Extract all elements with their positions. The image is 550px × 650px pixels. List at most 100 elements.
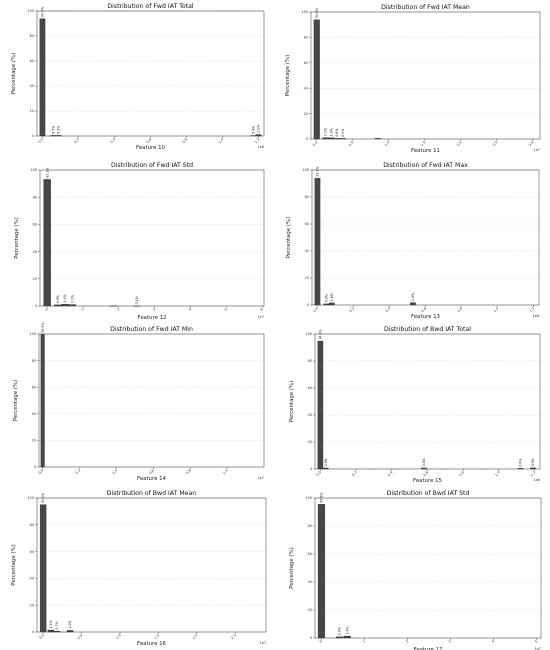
chart-4-xtick-label: 1.2 [529,306,536,313]
chart-5-bar-label: 99.9% [41,322,45,332]
chart-8-xtick-label: 2 [405,639,409,643]
chart-4-bar [410,302,416,306]
chart-6-bar-label: 0.6% [518,459,522,467]
chart-8-ytick-label: 20 [308,608,312,612]
chart-2-bar-label: 0.6% [335,129,339,137]
chart-6-x-offset-label: 1e8 [534,478,540,482]
chart-5-xtick-label: 1.0 [222,468,229,475]
chart-1-x-offset-label: 1e8 [258,145,264,149]
chart-svg-3: 0 20 40 60 80 100 93.1% 0.9% 1.4% 1.1% 0.1% 0 1 2 3 4 5 6… [14,162,265,321]
chart-2-ytick-label: 100 [302,10,308,14]
chart-svg-1: 0 20 40 60 80 100 93.9% 0.5% 0.5% 0.4% 1.2% 0.0 0.2 0… [11,3,265,151]
chart-6-bar-label: 0.9% [531,458,535,466]
chart-4-xtick-label: 1.0 [493,306,500,313]
chart-6-xtick-label: 0.6 [423,470,430,477]
chart-3-bar-label: 0.1% [135,296,139,304]
chart-3-xlabel: Feature 12 [138,315,167,321]
chart-2-xtick-label: 1.5 [420,140,427,147]
chart-6-xlabel: Feature 15 [413,478,442,484]
chart-3-xtick-label: 1 [80,307,84,311]
chart-4-bar-label: 0.9% [325,294,329,302]
chart-7-ytick-label: 40 [30,577,34,581]
chart-4-xlabel: Feature 13 [411,314,440,320]
chart-3-ytick-label: 0 [35,304,37,308]
chart-svg-2: 0 20 40 60 80 100 94.0% 1.1% 1.0% 0.6% 0.5% 0.0 0.5 1… [285,4,541,154]
chart-5-xlabel: Feature 14 [137,476,167,482]
chart-4-ytick-label: 0 [307,303,309,307]
chart-3-bar-label: 93.1% [45,168,49,178]
chart-7-ytick-label: 80 [30,523,34,527]
chart-5-axes-frame [38,333,265,468]
chart-8-xtick-label: 0 [319,639,323,643]
chart-8-bar-label: 0.9% [338,627,342,635]
chart-svg-4: 0 20 40 60 80 100 93.9% 0.9% 1.6% 1.8% 0.0 0.2 0.4 0.… [286,162,540,320]
chart-6-title: Distribution of Bwd IAT Total [384,326,471,333]
chart-3-ytick-label: 100 [31,168,37,172]
chart-8-bar-label: 95.6% [320,493,324,503]
chart-2-xtick-label: 3.0 [528,140,535,147]
chart-2-axes-frame [310,11,541,140]
chart-panel-6: 0 20 40 60 80 100 94.8% 0.8% 0.8% 0.6% 0.9% 0.0 0.2 0… [275,325,550,488]
chart-3-bar [43,179,51,307]
chart-6-xtick-label: 0.8 [458,470,465,477]
chart-4-ytick-label: 40 [305,249,309,253]
chart-7-xlabel: Feature 16 [137,641,167,647]
chart-3-bar-label: 0.9% [56,295,60,303]
chart-7-bar-label: 1.2% [68,621,72,629]
chart-7-ytick-label: 100 [28,496,34,500]
chart-1-ylabel: Percentage (%) [11,53,17,94]
chart-3-ytick-label: 80 [33,195,37,199]
chart-5-title: Distribution of Fwd IAT Min [110,326,193,333]
chart-2-ylabel: Percentage (%) [285,55,291,96]
chart-8-ytick-label: 60 [308,552,312,556]
chart-1-ytick-label: 80 [30,34,34,38]
chart-3-xtick-label: 5 [224,307,228,311]
chart-6-bar-label: 0.8% [324,458,328,466]
chart-8-axes-frame [314,497,542,639]
chart-7-bar [47,629,55,633]
chart-panel-7: 0 20 40 60 80 100 95.1% 1.5% 0.7% 1.2% 0.0 0.5 1.0 1.… [0,488,275,650]
chart-8-xtick-label: 5 [534,639,538,643]
chart-1-xtick-label: 0.6 [146,137,153,144]
chart-4-x-offset-label: 1e8 [533,314,539,318]
chart-1-bar-label: 0.5% [51,126,55,134]
chart-4-ytick-label: 80 [305,195,309,199]
chart-7-bar-label: 1.5% [49,620,53,628]
chart-7-ytick-label: 0 [32,630,34,634]
chart-8-bar [317,504,326,639]
chart-4-xtick-label: 0.6 [421,306,428,313]
chart-8-bar-label: 1.4% [345,626,349,634]
chart-7-ytick-label: 60 [30,550,34,554]
chart-6-axes-frame [314,333,541,470]
chart-5-xtick-label: 0.2 [75,468,82,475]
chart-2-xtick-label: 0.0 [312,140,319,147]
chart-1-xlabel: Feature 10 [136,145,166,151]
chart-6-ytick-label: 0 [310,467,312,471]
chart-1-xtick-label: 0.8 [182,137,189,144]
chart-1-bar [39,18,46,137]
chart-1-bar-label: 0.5% [57,126,61,134]
chart-1-xtick-label: 0.4 [110,137,117,144]
chart-3-bar-label: 1.1% [70,295,74,303]
chart-4-xtick-label: 0.8 [457,306,464,313]
chart-1-xtick-label: 1.0 [218,137,225,144]
chart-8-ytick-label: 80 [308,524,312,528]
chart-panel-4: 0 20 40 60 80 100 93.9% 0.9% 1.6% 1.8% 0.0 0.2 0.4 0.… [275,160,550,325]
chart-8-x-offset-label: 1e7 [535,647,541,650]
chart-2-xtick-label: 2.5 [492,140,499,147]
chart-svg-5: 0 20 40 60 80 100 99.9% 0.0 0.2 0.4 0.6 0.8 1.0 1e7 Di… [13,322,265,482]
chart-7-xtick-label: 1.0 [115,633,122,640]
chart-7-ytick-label: 20 [30,603,34,607]
chart-svg-8: 0 20 40 60 80 100 95.6% 0.9% 1.4% 0 1 2 3 4 5 1e7 Distri… [289,490,542,650]
chart-5-ylabel: Percentage (%) [13,380,19,421]
chart-8-xtick-label: 1 [362,639,366,643]
chart-4-xtick-label: 0.0 [312,306,319,313]
chart-7-xtick-label: 1.5 [153,633,160,640]
chart-panel-3: 0 20 40 60 80 100 93.1% 0.9% 1.4% 1.1% 0.1% 0 1 2 3 4 5 6… [0,160,275,325]
chart-6-xtick-label: 0.0 [315,470,322,477]
chart-2-bar [313,19,320,140]
chart-2-xlabel: Feature 11 [411,148,440,154]
chart-2-ytick-label: 0 [306,137,308,141]
chart-5-xtick-label: 0.8 [185,468,192,475]
